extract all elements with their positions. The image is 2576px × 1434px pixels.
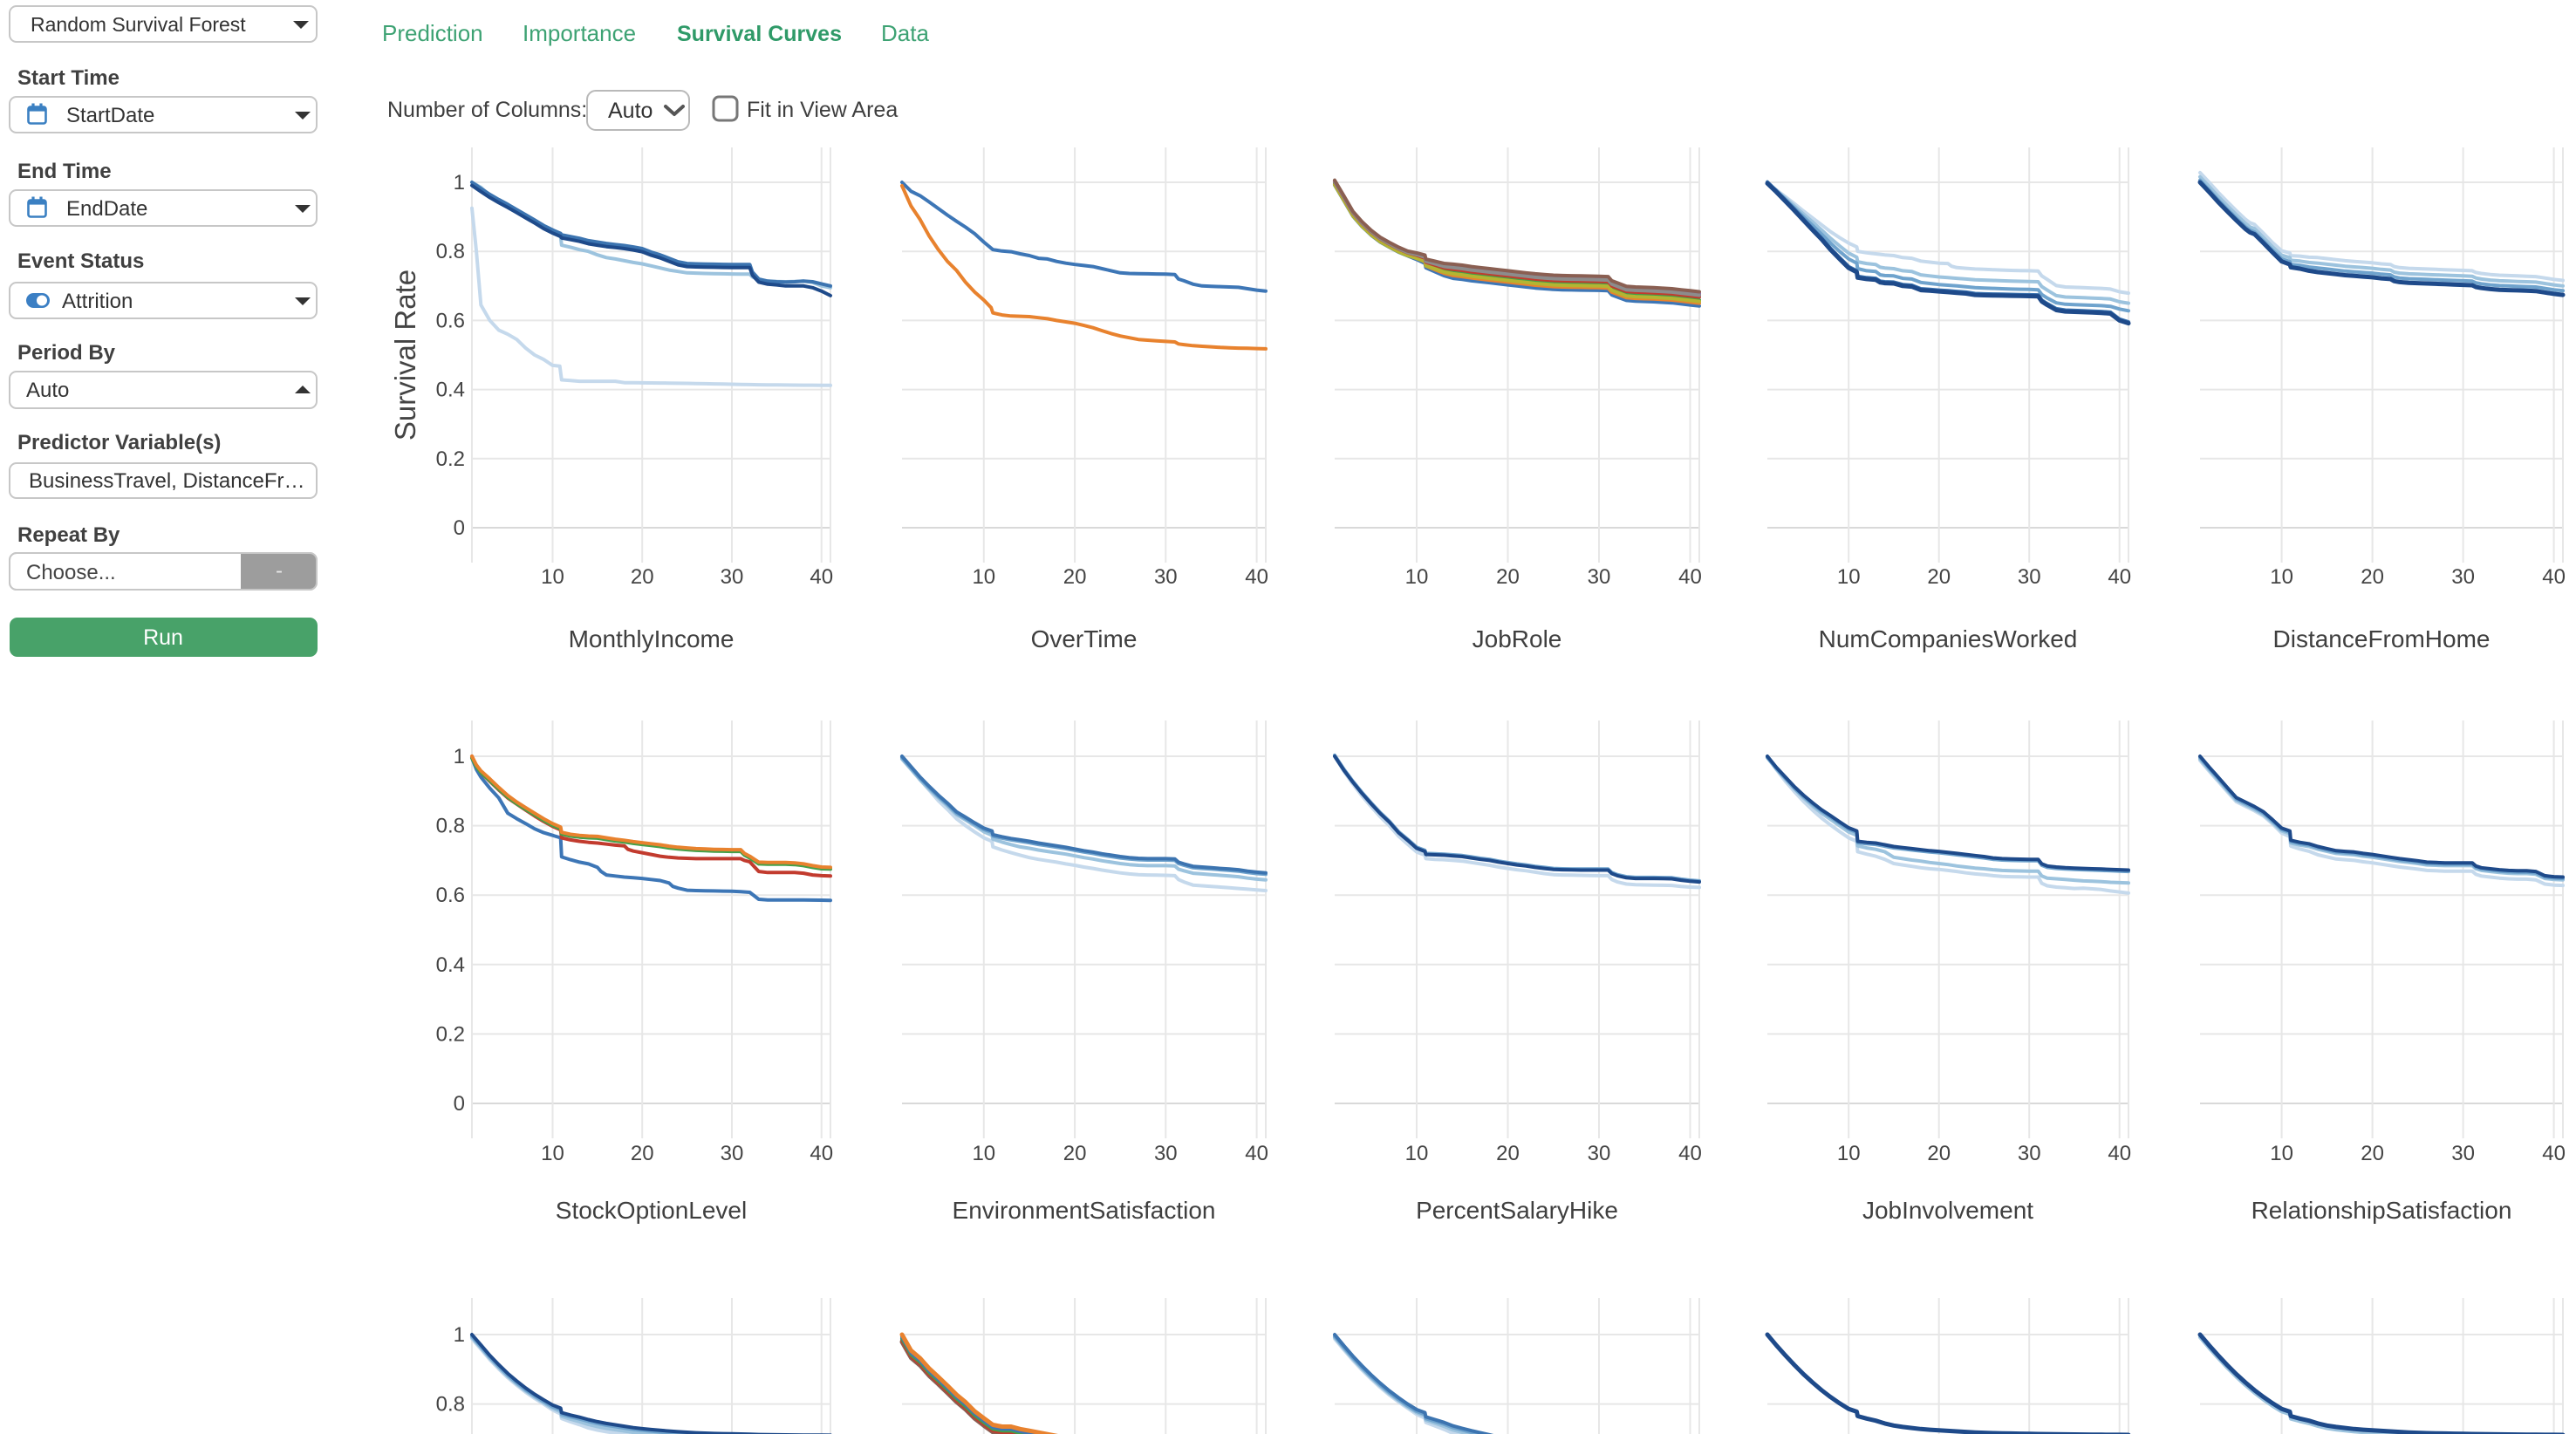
svg-text:30: 30 xyxy=(2018,1142,2041,1165)
svg-text:End Time: End Time xyxy=(17,160,112,183)
svg-text:0.6: 0.6 xyxy=(436,309,465,332)
svg-text:40: 40 xyxy=(1245,565,1268,589)
svg-text:DistanceFromHome: DistanceFromHome xyxy=(2273,625,2491,652)
svg-text:20: 20 xyxy=(631,565,654,589)
svg-text:0.8: 0.8 xyxy=(436,240,465,263)
svg-text:RelationshipSatisfaction: RelationshipSatisfaction xyxy=(2251,1197,2512,1224)
svg-text:1: 1 xyxy=(454,745,465,768)
svg-text:20: 20 xyxy=(2361,565,2384,589)
svg-text:Prediction: Prediction xyxy=(382,20,483,46)
svg-text:40: 40 xyxy=(810,1142,833,1165)
svg-text:StockOptionLevel: StockOptionLevel xyxy=(556,1197,747,1224)
svg-text:10: 10 xyxy=(972,565,995,589)
svg-text:OverTime: OverTime xyxy=(1031,625,1138,652)
svg-text:40: 40 xyxy=(1678,1142,1702,1165)
svg-text:1: 1 xyxy=(454,171,465,195)
svg-text:Predictor Variable(s): Predictor Variable(s) xyxy=(17,431,221,454)
svg-text:30: 30 xyxy=(1588,565,1611,589)
svg-text:BusinessTravel, DistanceFr…: BusinessTravel, DistanceFr… xyxy=(29,469,305,493)
svg-text:40: 40 xyxy=(2108,1142,2131,1165)
svg-text:10: 10 xyxy=(1837,1142,1861,1165)
svg-text:40: 40 xyxy=(1678,565,1702,589)
svg-text:30: 30 xyxy=(721,565,744,589)
svg-text:Start Time: Start Time xyxy=(17,66,120,90)
svg-text:20: 20 xyxy=(631,1142,654,1165)
svg-text:Random Survival Forest: Random Survival Forest xyxy=(31,13,246,36)
svg-text:40: 40 xyxy=(1245,1142,1268,1165)
svg-text:Importance: Importance xyxy=(523,20,636,46)
svg-text:Survival Curves: Survival Curves xyxy=(677,22,842,46)
svg-text:20: 20 xyxy=(1927,1142,1951,1165)
svg-text:JobRole: JobRole xyxy=(1472,625,1562,652)
svg-text:Period By: Period By xyxy=(17,341,116,365)
svg-text:10: 10 xyxy=(1837,565,1861,589)
svg-text:10: 10 xyxy=(2270,565,2293,589)
svg-text:20: 20 xyxy=(1496,565,1520,589)
svg-text:NumCompaniesWorked: NumCompaniesWorked xyxy=(1819,625,2078,652)
svg-text:Auto: Auto xyxy=(608,99,653,123)
svg-text:30: 30 xyxy=(721,1142,744,1165)
svg-text:40: 40 xyxy=(810,565,833,589)
svg-text:0: 0 xyxy=(454,516,465,540)
svg-text:10: 10 xyxy=(972,1142,995,1165)
svg-text:10: 10 xyxy=(541,565,564,589)
svg-text:Attrition: Attrition xyxy=(62,290,133,313)
svg-text:StartDate: StartDate xyxy=(66,104,154,127)
svg-text:Data: Data xyxy=(881,20,929,46)
svg-text:0.2: 0.2 xyxy=(436,447,465,471)
svg-text:PercentSalaryHike: PercentSalaryHike xyxy=(1416,1197,1618,1224)
svg-text:Run: Run xyxy=(143,625,183,650)
svg-text:1: 1 xyxy=(454,1323,465,1347)
svg-text:0.4: 0.4 xyxy=(436,953,465,977)
svg-text:0: 0 xyxy=(454,1092,465,1116)
svg-text:0.2: 0.2 xyxy=(436,1022,465,1046)
svg-text:Auto: Auto xyxy=(26,379,69,402)
svg-text:30: 30 xyxy=(2451,565,2475,589)
svg-text:30: 30 xyxy=(1154,565,1178,589)
svg-text:20: 20 xyxy=(2361,1142,2384,1165)
svg-text:30: 30 xyxy=(2451,1142,2475,1165)
svg-text:Fit in View Area: Fit in View Area xyxy=(747,98,898,122)
svg-text:Number of Columns:: Number of Columns: xyxy=(387,98,587,122)
svg-text:20: 20 xyxy=(1496,1142,1520,1165)
svg-text:0.8: 0.8 xyxy=(436,815,465,838)
svg-text:10: 10 xyxy=(1405,565,1429,589)
svg-text:10: 10 xyxy=(1405,1142,1429,1165)
svg-text:40: 40 xyxy=(2108,565,2131,589)
svg-text:10: 10 xyxy=(541,1142,564,1165)
svg-text:0.4: 0.4 xyxy=(436,379,465,402)
svg-text:10: 10 xyxy=(2270,1142,2293,1165)
svg-text:MonthlyIncome: MonthlyIncome xyxy=(569,625,735,652)
svg-text:20: 20 xyxy=(1063,1142,1087,1165)
svg-text:Choose...: Choose... xyxy=(26,561,116,584)
svg-text:40: 40 xyxy=(2542,1142,2566,1165)
svg-text:40: 40 xyxy=(2542,565,2566,589)
svg-text:Survival Rate: Survival Rate xyxy=(389,270,421,440)
svg-text:EndDate: EndDate xyxy=(66,197,147,221)
svg-text:Event Status: Event Status xyxy=(17,249,144,273)
svg-text:Repeat By: Repeat By xyxy=(17,523,120,547)
svg-text:-: - xyxy=(276,559,283,583)
svg-text:30: 30 xyxy=(1588,1142,1611,1165)
svg-text:30: 30 xyxy=(2018,565,2041,589)
svg-text:JobInvolvement: JobInvolvement xyxy=(1862,1197,2033,1224)
svg-text:EnvironmentSatisfaction: EnvironmentSatisfaction xyxy=(953,1197,1216,1224)
svg-text:30: 30 xyxy=(1154,1142,1178,1165)
svg-text:20: 20 xyxy=(1063,565,1087,589)
svg-text:0.6: 0.6 xyxy=(436,884,465,907)
svg-text:0.8: 0.8 xyxy=(436,1393,465,1417)
svg-text:20: 20 xyxy=(1927,565,1951,589)
